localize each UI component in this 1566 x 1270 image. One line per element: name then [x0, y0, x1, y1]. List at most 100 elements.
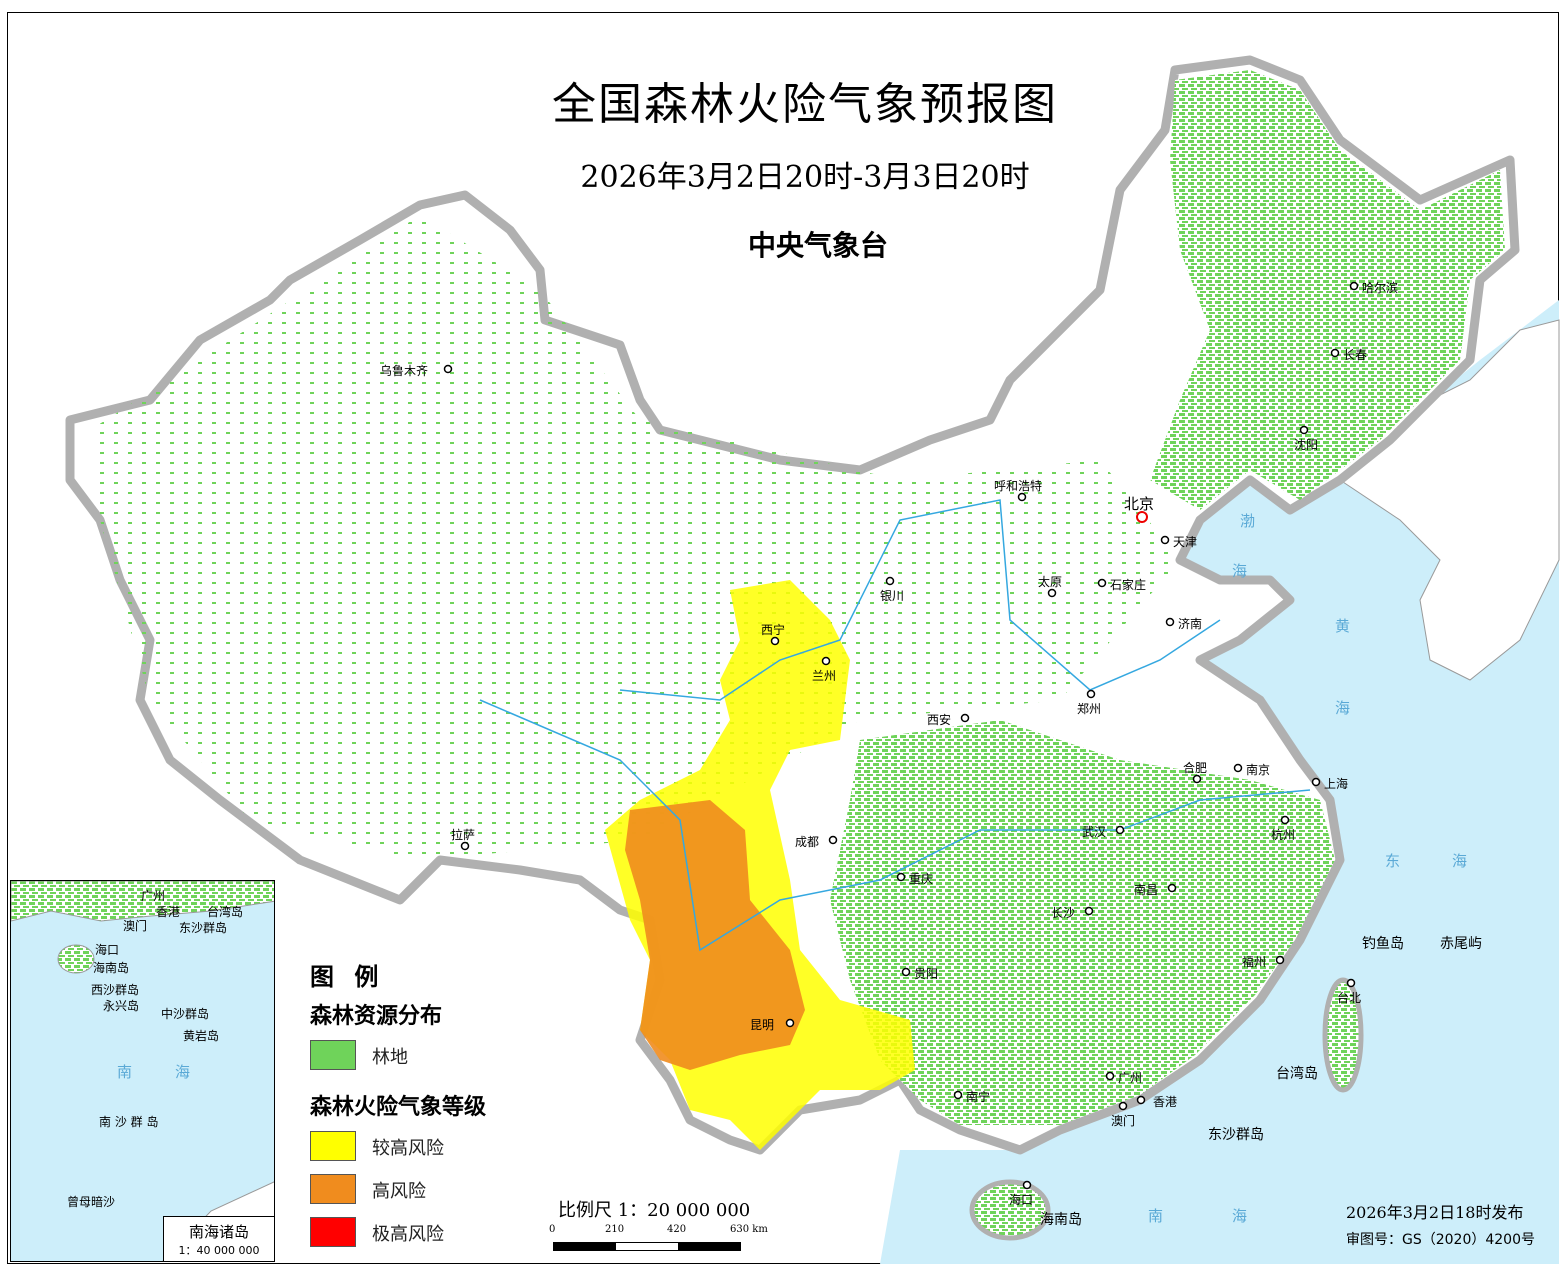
- city-label: 拉萨: [451, 828, 476, 842]
- city-dot-icon: [1136, 1095, 1146, 1105]
- city-dot-icon: [821, 656, 831, 666]
- sea-label: 东: [1385, 852, 1401, 870]
- city-dot-icon: [443, 364, 453, 374]
- city-dot-icon: [1299, 425, 1309, 435]
- legend-title: 图 例: [310, 962, 385, 991]
- legend-forest-swatch: [310, 1040, 356, 1070]
- sea-label: 黄: [1335, 617, 1351, 635]
- agency-name: 中央气象台: [747, 229, 888, 262]
- place-label: 赤尾屿: [1440, 936, 1482, 952]
- city-label: 西宁: [761, 623, 786, 637]
- city-dot-icon: [1105, 1071, 1115, 1081]
- scale-label: 比例尺 1：20 000 000: [558, 1200, 751, 1221]
- inset-place-label: 东沙群岛: [179, 921, 228, 935]
- city-label: 西安: [927, 713, 952, 727]
- city-label: 石家庄: [1110, 578, 1147, 592]
- city-label: 南京: [1246, 763, 1271, 777]
- city-label: 武汉: [1082, 825, 1107, 839]
- city-label: 香港: [1153, 1095, 1178, 1109]
- risk-area-high: [625, 800, 805, 1070]
- city-label: 南昌: [1134, 883, 1159, 897]
- city-dot-icon: [1086, 689, 1096, 699]
- city-dot-icon: [1165, 617, 1175, 627]
- city-dot-icon: [1084, 906, 1094, 916]
- city-dot-icon: [1167, 883, 1177, 893]
- sea-label: 海: [1232, 1207, 1248, 1225]
- city-label: 济南: [1178, 617, 1203, 631]
- city-dot-icon: [828, 835, 838, 845]
- city-label: 澳门: [1111, 1114, 1136, 1128]
- city-label: 贵阳: [914, 967, 939, 981]
- taiwan-island: [1322, 977, 1364, 1093]
- city-dot-icon: [885, 576, 895, 586]
- city-dot-icon: [785, 1018, 795, 1028]
- city-label: 太原: [1038, 575, 1063, 589]
- legend-level-label: 较高风险: [372, 1138, 444, 1159]
- city-label: 长春: [1343, 348, 1368, 362]
- city-dot-icon: [460, 841, 470, 851]
- city-label: 哈尔滨: [1362, 281, 1399, 295]
- legend-swatch: [310, 1217, 356, 1247]
- inset-scale: 1：40 000 000: [178, 1244, 260, 1257]
- city-dot-icon: [770, 636, 780, 646]
- inset-map: [11, 881, 274, 1261]
- city-label: 银川: [880, 589, 905, 603]
- inset-title: 南海诸岛: [188, 1223, 249, 1241]
- city-label: 郑州: [1077, 702, 1102, 716]
- city-label: 长沙: [1051, 906, 1076, 920]
- city-label: 广州: [1118, 1071, 1143, 1085]
- city-label: 杭州: [1271, 828, 1296, 842]
- city-label: 昆明: [750, 1018, 775, 1032]
- inset-place-label: 广州: [141, 889, 166, 903]
- place-label: 海南岛: [1040, 1212, 1082, 1228]
- sea-label: 海: [1452, 852, 1468, 870]
- city-label: 乌鲁木齐: [380, 364, 429, 378]
- city-label: 台北: [1337, 991, 1362, 1005]
- city-dot-icon: [960, 713, 970, 723]
- city-label: 呼和浩特: [994, 479, 1043, 493]
- city-label: 上海: [1324, 777, 1349, 791]
- forest-south: [830, 720, 1335, 1125]
- inset-place-label: 海: [175, 1063, 191, 1081]
- inset-place-label: 海南岛: [93, 961, 130, 975]
- city-dot-icon: [1280, 815, 1290, 825]
- inset-place-label: 中沙群岛: [161, 1007, 210, 1021]
- inset-place-label: 香港: [156, 905, 181, 919]
- sea-label: 南: [1148, 1207, 1164, 1225]
- city-dot-icon: [1017, 492, 1027, 502]
- city-label: 南宁: [966, 1090, 991, 1104]
- scale-tick-label: 0: [549, 1224, 556, 1235]
- legend-forest-label: 林地: [372, 1047, 408, 1068]
- legend-forest-heading: 森林资源分布: [310, 1003, 443, 1029]
- city-dot-icon: [1115, 825, 1125, 835]
- city-label: 成都: [795, 835, 820, 849]
- city-label: 海口: [1009, 1193, 1034, 1207]
- hainan-island: [969, 1179, 1051, 1241]
- inset-place-label: 南 沙 群 岛: [99, 1115, 159, 1129]
- sea-area: [880, 300, 1559, 1264]
- city-dot-icon: [1160, 535, 1170, 545]
- legend-level-label: 极高风险: [372, 1224, 444, 1245]
- city-dot-icon: [901, 967, 911, 977]
- yellow-river: [619, 499, 1221, 701]
- city-label: 天津: [1173, 535, 1198, 549]
- scale-tick-label: 210: [605, 1224, 625, 1235]
- scale-tick-label: 420: [667, 1224, 687, 1235]
- city-dot-icon: [896, 872, 906, 882]
- south-china-sea-inset: 广州 香港 澳门 台湾岛 东沙群岛 海口 海南岛 西沙群岛 永兴岛 中沙群岛 黄岩岛南 海南 沙 群 …: [10, 880, 275, 1262]
- city-dot-icon: [1233, 763, 1243, 773]
- sea-label: 海: [1232, 562, 1248, 580]
- city-label: 沈阳: [1294, 438, 1319, 452]
- forest-sparse: [90, 215, 1180, 860]
- issue-time: 2026年3月2日18时发布: [1346, 1203, 1524, 1222]
- city-label: 兰州: [812, 669, 837, 683]
- legend-swatch: [310, 1174, 356, 1204]
- city-label: 合肥: [1183, 761, 1208, 775]
- place-label: 东沙群岛: [1208, 1127, 1264, 1143]
- scale-bar: [553, 1242, 741, 1251]
- city-dot-icon: [1275, 955, 1285, 965]
- city-label: 福州: [1242, 955, 1267, 969]
- approval-number: 审图号：GS（2020）4200号: [1346, 1232, 1535, 1248]
- legend-swatch: [310, 1131, 356, 1161]
